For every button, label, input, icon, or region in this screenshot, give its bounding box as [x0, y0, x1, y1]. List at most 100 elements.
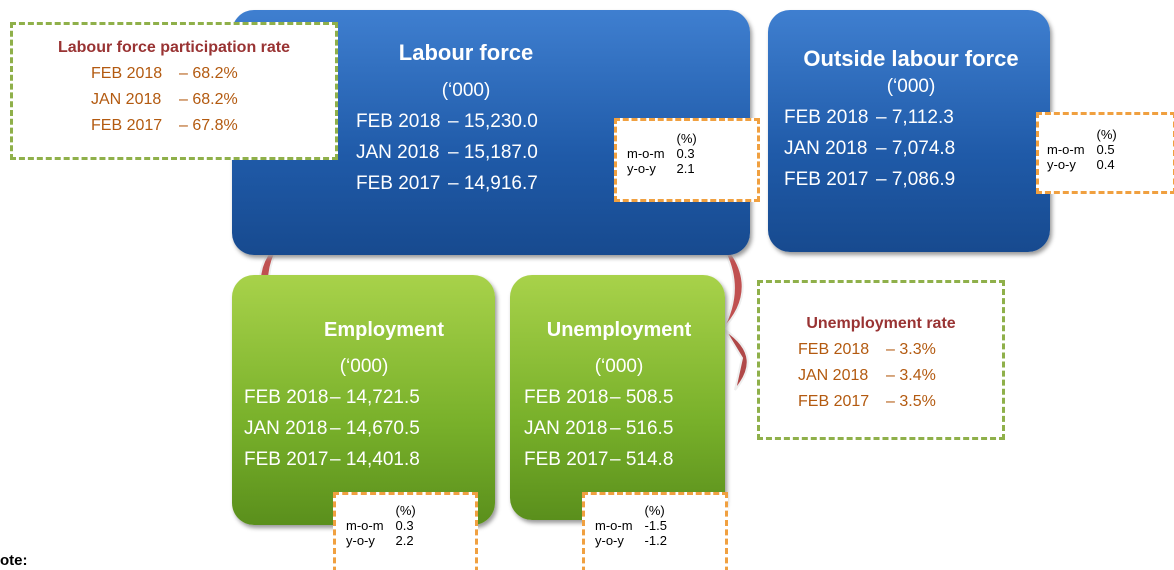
period: FEB 2017 — [91, 117, 163, 134]
title: Labour force participation rate — [57, 39, 291, 56]
period: FEB 2017 — [356, 173, 441, 194]
unemployment-rate-box: Unemployment rate FEB 2018 – 3.3% JAN 2018… — [757, 280, 1005, 440]
value: – 3.3% — [886, 341, 936, 358]
outside-labour-force-box: Outside labour force (‘000) FEB 2018 – 7,… — [768, 10, 1050, 252]
period: FEB 2018 — [524, 387, 609, 408]
header-row: (%) — [1041, 127, 1123, 142]
period: FEB 2018 — [784, 107, 869, 128]
period: FEB 2017 — [784, 169, 869, 190]
rows: FEB 2018 – 68.2% JAN 2018 – 68.2% FEB 2017 – … — [13, 65, 335, 135]
row: JAN 2018 – 15,187.0 — [356, 142, 750, 164]
spacer — [1041, 127, 1091, 142]
title: Unemployment — [546, 319, 692, 341]
value: – 7,112.3 — [876, 107, 954, 128]
period: FEB 2017 — [798, 393, 870, 410]
value: – 15,230.0 — [448, 111, 538, 132]
label: m-o-m — [627, 146, 665, 161]
row: FEB 2018– 508.5 — [524, 387, 725, 409]
value: – 516.5 — [610, 418, 674, 439]
header: (%) — [676, 131, 697, 146]
row: FEB 2018 – 3.3% — [798, 341, 1002, 359]
change-row: y-o-y 0.4 — [1041, 157, 1123, 172]
change-table: (%) m-o-m 0.3 y-o-y 2.2 — [340, 503, 422, 548]
row: JAN 2018 – 3.4% — [798, 367, 1002, 385]
change-row: m-o-m -1.5 — [589, 518, 673, 533]
header-row: (%) — [621, 131, 703, 146]
unit: (‘000) — [339, 356, 389, 377]
row: FEB 2017 – 67.8% — [91, 117, 335, 135]
period: FEB 2017 — [244, 449, 329, 470]
row: FEB 2017– 14,401.8 — [244, 449, 495, 471]
value: – 14,670.5 — [330, 418, 420, 439]
unemployment-box: Unemployment (‘000) FEB 2018– 508.5 JAN 2… — [510, 275, 725, 520]
header-row: (%) — [589, 503, 673, 518]
change-box: (%) m-o-m -1.5 y-o-y -1.2 — [582, 492, 728, 570]
row: JAN 2018 – 7,074.8 — [784, 138, 1050, 160]
rows: FEB 2018 – 3.3% JAN 2018 – 3.4% FEB 2017 – 3.… — [760, 341, 1002, 411]
rows: FEB 2018– 14,721.5 JAN 2018– 14,670.5 FEB … — [244, 387, 495, 471]
value: 2.1 — [676, 161, 695, 176]
row: FEB 2018 – 68.2% — [91, 65, 335, 83]
change-box: (%) m-o-m 0.3 y-o-y 2.1 — [614, 118, 760, 202]
unit: (‘000) — [594, 356, 644, 377]
period: FEB 2018 — [244, 387, 329, 408]
unit: (‘000) — [886, 76, 936, 97]
value: – 68.2% — [179, 65, 238, 82]
spacer — [621, 131, 671, 146]
change-table: (%) m-o-m -1.5 y-o-y -1.2 — [589, 503, 673, 548]
label: m-o-m — [1047, 142, 1085, 157]
period: JAN 2018 — [356, 142, 440, 163]
label: y-o-y — [627, 161, 656, 176]
row: FEB 2017 – 3.5% — [798, 393, 1002, 411]
value: – 14,401.8 — [330, 449, 420, 470]
row: FEB 2017 – 14,916.7 — [356, 173, 750, 195]
period: FEB 2018 — [356, 111, 441, 132]
label: m-o-m — [346, 518, 384, 533]
value: – 67.8% — [179, 117, 238, 134]
header: (%) — [644, 503, 665, 518]
change-table: (%) m-o-m 0.5 y-o-y 0.4 — [1041, 127, 1123, 172]
value: – 7,074.8 — [876, 138, 956, 159]
label: y-o-y — [1047, 157, 1076, 172]
period: JAN 2018 — [798, 367, 869, 384]
title: Outside labour force — [803, 46, 1019, 71]
value: – 14,916.7 — [448, 173, 538, 194]
change-row: m-o-m 0.3 — [621, 146, 703, 161]
title: Labour force — [398, 40, 534, 65]
rows: FEB 2018 – 15,230.0 JAN 2018 – 15,187.0 FEB … — [356, 111, 750, 195]
row: FEB 2018 – 15,230.0 — [356, 111, 750, 133]
change-box: (%) m-o-m 0.5 y-o-y 0.4 — [1036, 112, 1174, 194]
period: FEB 2018 — [798, 341, 870, 358]
participation-rate-box: Labour force participation rate FEB 2018… — [10, 22, 338, 160]
label: m-o-m — [595, 518, 633, 533]
row: JAN 2018 – 68.2% — [91, 91, 335, 109]
period: JAN 2018 — [784, 138, 868, 159]
header-row: (%) — [340, 503, 422, 518]
row: FEB 2018 – 7,112.3 — [784, 107, 1050, 129]
change-row: y-o-y -1.2 — [589, 533, 673, 548]
value: – 514.8 — [610, 449, 674, 470]
row: JAN 2018– 516.5 — [524, 418, 725, 440]
note: ote: — [0, 552, 28, 569]
value: – 14,721.5 — [330, 387, 420, 408]
label: y-o-y — [595, 533, 624, 548]
value: 0.5 — [1096, 142, 1115, 157]
row: FEB 2017 – 7,086.9 — [784, 169, 1050, 191]
row: FEB 2017– 514.8 — [524, 449, 725, 471]
spacer — [340, 503, 390, 518]
employment-box: Employment (‘000) FEB 2018– 14,721.5 JAN … — [232, 275, 495, 525]
value: 0.3 — [676, 146, 695, 161]
label: y-o-y — [346, 533, 375, 548]
value: -1.2 — [644, 533, 667, 548]
change-row: m-o-m 0.3 — [340, 518, 422, 533]
header: (%) — [1096, 127, 1117, 142]
value: 0.3 — [395, 518, 414, 533]
value: – 3.5% — [886, 393, 936, 410]
period: FEB 2018 — [91, 65, 163, 82]
value: – 15,187.0 — [448, 142, 538, 163]
header: (%) — [395, 503, 416, 518]
value: – 508.5 — [610, 387, 674, 408]
change-row: y-o-y 2.2 — [340, 533, 422, 548]
row: FEB 2018– 14,721.5 — [244, 387, 495, 409]
